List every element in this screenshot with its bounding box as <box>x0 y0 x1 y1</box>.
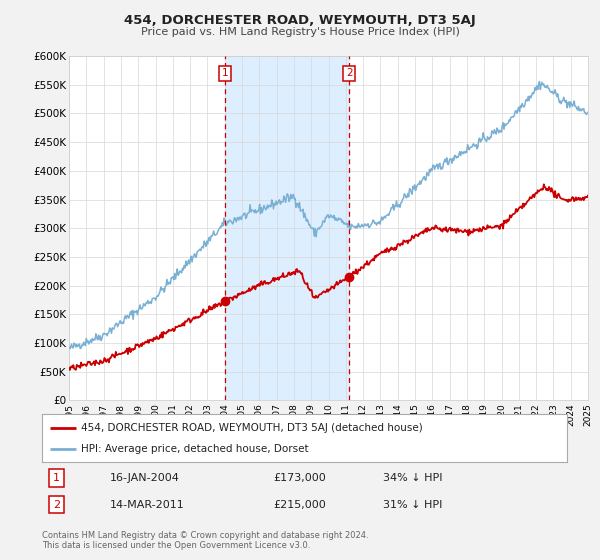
Bar <box>226 56 349 400</box>
Text: Contains HM Land Registry data © Crown copyright and database right 2024.: Contains HM Land Registry data © Crown c… <box>42 531 368 540</box>
Text: £173,000: £173,000 <box>273 473 326 483</box>
Text: 454, DORCHESTER ROAD, WEYMOUTH, DT3 5AJ: 454, DORCHESTER ROAD, WEYMOUTH, DT3 5AJ <box>124 14 476 27</box>
Text: 2: 2 <box>53 500 60 510</box>
Text: 1: 1 <box>53 473 60 483</box>
Text: 1: 1 <box>222 68 229 78</box>
Text: 16-JAN-2004: 16-JAN-2004 <box>110 473 180 483</box>
Text: HPI: Average price, detached house, Dorset: HPI: Average price, detached house, Dors… <box>82 444 309 454</box>
Text: 454, DORCHESTER ROAD, WEYMOUTH, DT3 5AJ (detached house): 454, DORCHESTER ROAD, WEYMOUTH, DT3 5AJ … <box>82 423 423 433</box>
Text: 34% ↓ HPI: 34% ↓ HPI <box>383 473 443 483</box>
Text: 31% ↓ HPI: 31% ↓ HPI <box>383 500 443 510</box>
Text: £215,000: £215,000 <box>273 500 326 510</box>
Text: 2: 2 <box>346 68 353 78</box>
Text: This data is licensed under the Open Government Licence v3.0.: This data is licensed under the Open Gov… <box>42 541 310 550</box>
Text: Price paid vs. HM Land Registry's House Price Index (HPI): Price paid vs. HM Land Registry's House … <box>140 27 460 37</box>
Text: 14-MAR-2011: 14-MAR-2011 <box>110 500 185 510</box>
